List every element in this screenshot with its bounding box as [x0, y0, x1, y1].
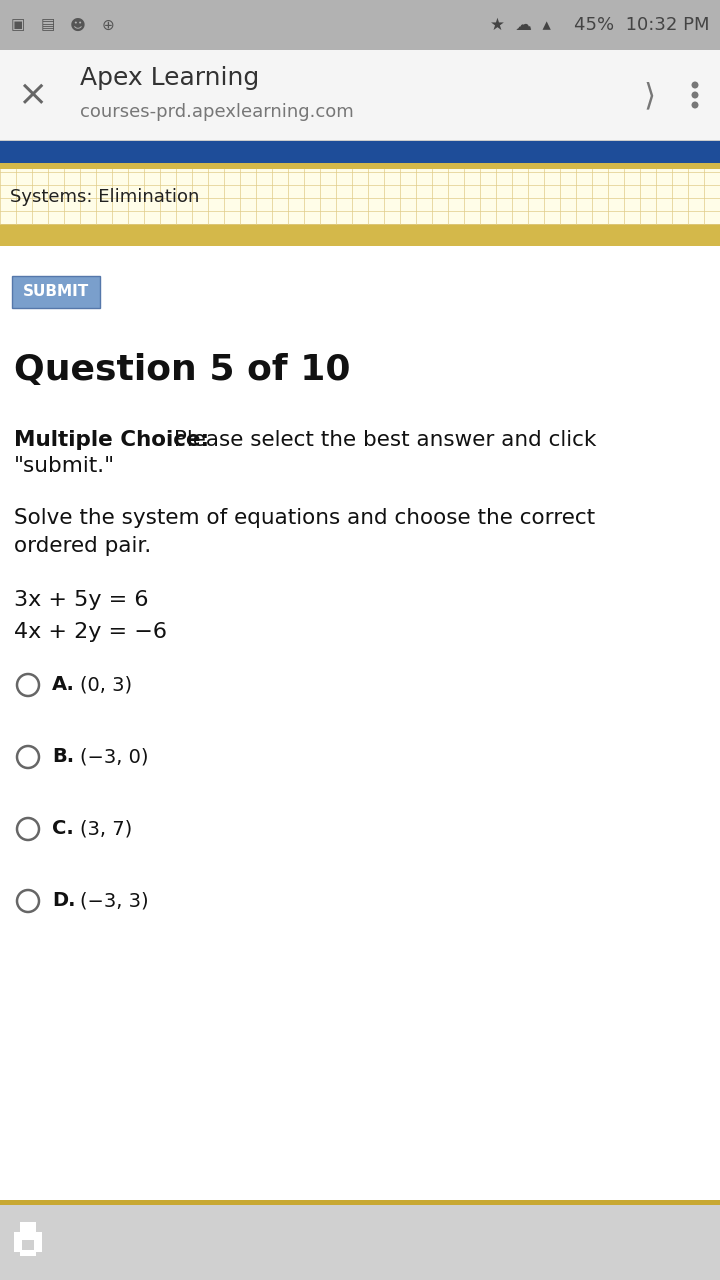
FancyBboxPatch shape	[0, 246, 720, 1201]
Text: B.: B.	[52, 748, 74, 767]
FancyBboxPatch shape	[0, 1201, 720, 1204]
FancyBboxPatch shape	[0, 163, 720, 169]
Circle shape	[691, 101, 698, 109]
Text: Please select the best answer and click: Please select the best answer and click	[167, 430, 596, 451]
FancyBboxPatch shape	[0, 0, 720, 50]
FancyBboxPatch shape	[0, 1201, 720, 1280]
FancyBboxPatch shape	[20, 1244, 36, 1256]
FancyBboxPatch shape	[22, 1240, 34, 1251]
FancyBboxPatch shape	[0, 169, 720, 224]
Text: Systems: Elimination: Systems: Elimination	[10, 187, 199, 206]
FancyBboxPatch shape	[20, 1222, 36, 1231]
Text: (−3, 3): (−3, 3)	[80, 891, 148, 910]
Text: ×: ×	[17, 78, 47, 111]
Text: ★  ☁  ▴: ★ ☁ ▴	[490, 15, 551, 35]
Text: ⊕: ⊕	[102, 18, 114, 32]
Text: C.: C.	[52, 819, 73, 838]
Text: ordered pair.: ordered pair.	[14, 536, 151, 556]
Text: Solve the system of equations and choose the correct: Solve the system of equations and choose…	[14, 508, 595, 527]
FancyBboxPatch shape	[14, 1231, 42, 1252]
FancyBboxPatch shape	[0, 224, 720, 246]
Text: "submit.": "submit."	[14, 456, 115, 476]
Text: Apex Learning: Apex Learning	[80, 67, 259, 90]
Text: ▤: ▤	[41, 18, 55, 32]
FancyBboxPatch shape	[12, 276, 100, 308]
Text: Multiple Choice:: Multiple Choice:	[14, 430, 209, 451]
FancyBboxPatch shape	[0, 50, 720, 140]
Text: courses-prd.apexlearning.com: courses-prd.apexlearning.com	[80, 102, 354, 122]
Text: 4x + 2y = −6: 4x + 2y = −6	[14, 622, 167, 643]
Text: ☻: ☻	[70, 18, 86, 32]
Text: ▣: ▣	[11, 18, 25, 32]
Text: SUBMIT: SUBMIT	[23, 284, 89, 300]
Circle shape	[691, 82, 698, 88]
Text: 3x + 5y = 6: 3x + 5y = 6	[14, 590, 148, 611]
Text: D.: D.	[52, 891, 76, 910]
Text: A.: A.	[52, 676, 75, 695]
Circle shape	[691, 91, 698, 99]
Text: (3, 7): (3, 7)	[80, 819, 132, 838]
Text: ⟨: ⟨	[639, 78, 651, 108]
Text: 45%  10:32 PM: 45% 10:32 PM	[575, 15, 710, 35]
Text: (−3, 0): (−3, 0)	[80, 748, 148, 767]
FancyBboxPatch shape	[0, 141, 720, 163]
Text: (0, 3): (0, 3)	[80, 676, 132, 695]
Text: Question 5 of 10: Question 5 of 10	[14, 353, 351, 387]
